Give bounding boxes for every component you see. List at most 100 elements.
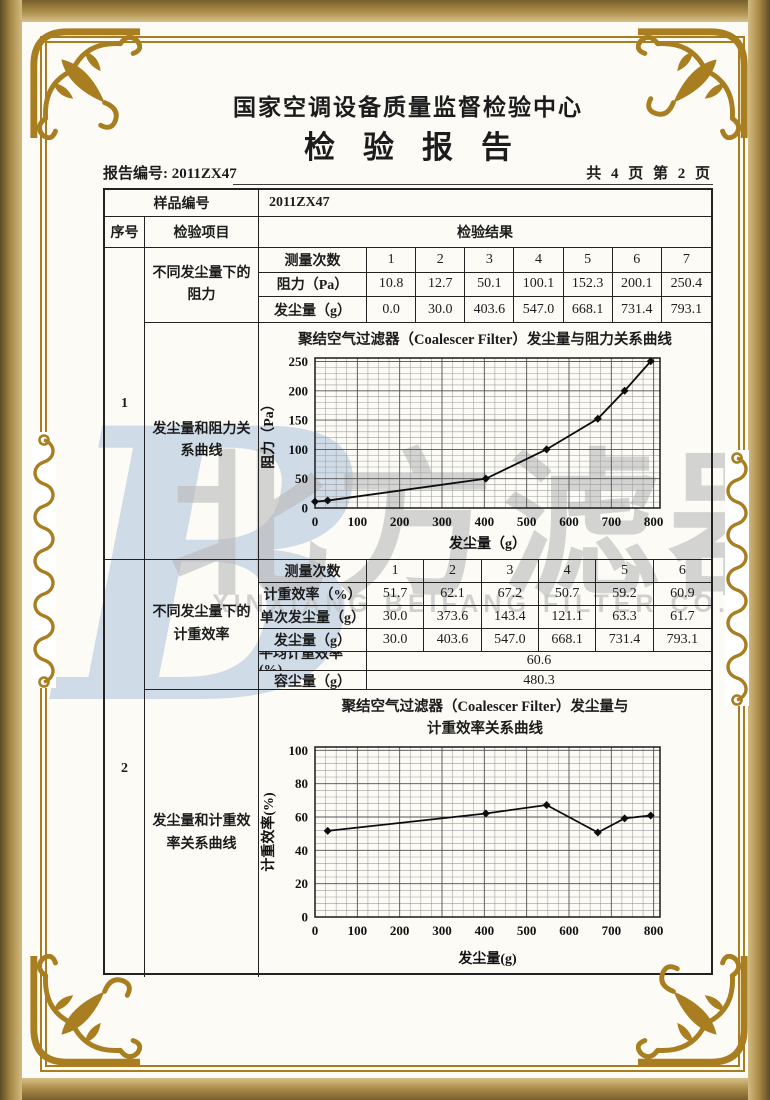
measurement-cell: 10.8 [367, 272, 417, 298]
svg-text:发尘量(g): 发尘量(g) [457, 950, 517, 967]
measurement-cell: 1 [367, 248, 417, 273]
svg-text:500: 500 [517, 514, 537, 529]
measurement-cell: 152.3 [563, 272, 613, 298]
svg-text:阻力（Pa）: 阻力（Pa） [260, 397, 277, 469]
svg-text:60: 60 [295, 809, 308, 824]
measurement-cell: 30.0 [367, 606, 425, 629]
measurement-cell: 67.2 [481, 583, 539, 606]
measurement-cell: 547.0 [481, 629, 539, 652]
measurement-cell: 平均计重效率(%) [259, 652, 367, 671]
measurement-cell: 50.1 [465, 272, 515, 298]
border-band-left [0, 0, 22, 1100]
row2-seq: 2 [105, 560, 145, 977]
row1-seq: 1 [105, 248, 145, 559]
sample-number-value: 2011ZX47 [269, 195, 330, 210]
measurement-cell: 5 [563, 248, 613, 273]
measurement-cell: 200.1 [612, 272, 662, 298]
svg-text:100: 100 [348, 923, 368, 938]
svg-text:0: 0 [302, 909, 309, 924]
measurement-cell: 59.2 [596, 583, 654, 606]
measurement-cell: 51.7 [367, 583, 425, 606]
measurement-cell: 731.4 [596, 629, 654, 652]
row1-results: 测量次数 1 2 3 4 5 6 7 阻力（Pa） 10.8 12.7 50.1 100.1 152.3 2… [259, 248, 711, 559]
svg-text:300: 300 [432, 923, 452, 938]
efficiency-chart: 聚结空气过滤器（Coalescer Filter）发尘量与 计重效率关系曲线 0… [259, 690, 711, 977]
measurement-cell: 3 [481, 560, 539, 583]
col-header-seq: 序号 [105, 217, 145, 247]
svg-text:700: 700 [602, 923, 622, 938]
measurement-cell: 100.1 [514, 272, 564, 298]
measurement-cell: 62.1 [424, 583, 482, 606]
border-band-right [748, 0, 770, 1100]
svg-text:0: 0 [312, 923, 319, 938]
report-number-underline [233, 184, 713, 185]
measurement-cell: 0.0 [367, 297, 417, 322]
measurement-cell: 单次发尘量（g） [259, 606, 367, 629]
svg-text:100: 100 [289, 442, 309, 457]
row2-results: 测量次数 1 2 3 4 5 6 计重效率（%） 51.7 62.1 67.2 50.7 59.2 60.… [259, 560, 711, 977]
svg-text:100: 100 [289, 742, 309, 757]
table-row-2: 2 不同发尘量下的计重效率 发尘量和计重效率关系曲线 测量次数 1 2 3 4 5 6 计重效… [105, 560, 711, 977]
svg-text:300: 300 [432, 514, 452, 529]
inspection-table: 样品编号 2011ZX47 序号 检验项目 检验结果 1 不同发尘量下的阻力 发… [103, 188, 713, 977]
page-indicator: 共 4 页 第 2 页 [586, 166, 713, 182]
efficiency-chart-plot: 0 20 40 60 80 100 0 100 200 300 400 500 600 700 800 发尘量… [260, 742, 664, 967]
measurement-cell: 1 [367, 560, 425, 583]
measurement-cell: 6 [612, 248, 662, 273]
measurement-cell: 阻力（Pa） [259, 272, 367, 298]
measurement-cell: 121.1 [538, 606, 597, 629]
efficiency-chart-title-line1: 聚结空气过滤器（Coalescer Filter）发尘量与 [341, 699, 629, 715]
measurement-cell: 403.6 [465, 297, 515, 322]
measurement-cell: 50.7 [538, 583, 597, 606]
border-band-bottom [0, 1078, 770, 1100]
measurement-cell: 61.7 [653, 606, 711, 629]
svg-text:40: 40 [295, 842, 308, 857]
resistance-chart-plot: 0 50 100 150 200 250 0 100 200 300 400 500 600 700 800… [260, 354, 664, 552]
measurement-cell: 143.4 [481, 606, 539, 629]
svg-text:80: 80 [295, 776, 308, 791]
measurement-cell: 5 [596, 560, 654, 583]
measurement-cell: 发尘量（g） [259, 629, 367, 652]
svg-text:200: 200 [390, 923, 410, 938]
col-header-item: 检验项目 [145, 217, 259, 247]
measurement-cell: 793.1 [653, 629, 711, 652]
measurement-cell: 测量次数 [259, 248, 367, 273]
measurement-cell: 60.6 [367, 652, 711, 671]
page-title: 检验报告 [304, 130, 540, 165]
measurement-cell: 7 [661, 248, 711, 273]
measurement-cell: 63.3 [596, 606, 654, 629]
measurement-cell: 480.3 [523, 672, 555, 688]
svg-text:400: 400 [475, 514, 495, 529]
svg-text:800: 800 [644, 923, 664, 938]
svg-text:发尘量（g）: 发尘量（g） [448, 535, 526, 552]
svg-text:250: 250 [289, 354, 309, 369]
resistance-chart-title: 聚结空气过滤器（Coalescer Filter）发尘量与阻力关系曲线 [298, 332, 672, 348]
measurement-cell: 30.0 [367, 629, 425, 652]
measurement-cell: 373.6 [424, 606, 482, 629]
measurement-cell: 793.1 [670, 301, 703, 317]
measurement-cell: 2 [424, 560, 482, 583]
measurement-cell: 4 [514, 248, 564, 273]
report-meta: 报告编号: 2011ZX47 共 4 页 第 2 页 [103, 162, 713, 183]
border-band-top [0, 0, 770, 22]
measurement-cell: 容尘量（g） [259, 671, 367, 690]
measurement-cell: 60.9 [653, 583, 711, 606]
svg-text:800: 800 [644, 514, 664, 529]
row1-item-column: 不同发尘量下的阻力 发尘量和阻力关系曲线 [145, 248, 259, 559]
row2-item-efficiency: 不同发尘量下的计重效率 [145, 560, 258, 690]
measurement-cell: 4 [538, 560, 597, 583]
measurement-cell: 6 [653, 560, 711, 583]
measurement-cell: 计重效率（%） [259, 583, 367, 606]
measurement-cell: 发尘量（g） [259, 297, 367, 322]
measurement-cell: 731.4 [613, 297, 662, 322]
svg-text:700: 700 [602, 514, 622, 529]
measurement-cell: 403.6 [424, 629, 482, 652]
measurement-cell: 668.1 [538, 629, 597, 652]
measurement-cell: 547.0 [514, 297, 564, 322]
svg-text:600: 600 [559, 514, 579, 529]
table-header-row: 序号 检验项目 检验结果 [105, 217, 711, 248]
svg-text:0: 0 [302, 500, 309, 515]
report-number: 报告编号: 2011ZX47 [103, 162, 237, 183]
table-row-1: 1 不同发尘量下的阻力 发尘量和阻力关系曲线 测量次数 1 2 3 4 5 6 7 阻力（Pa）… [105, 248, 711, 560]
measurement-cell: 668.1 [564, 297, 613, 322]
